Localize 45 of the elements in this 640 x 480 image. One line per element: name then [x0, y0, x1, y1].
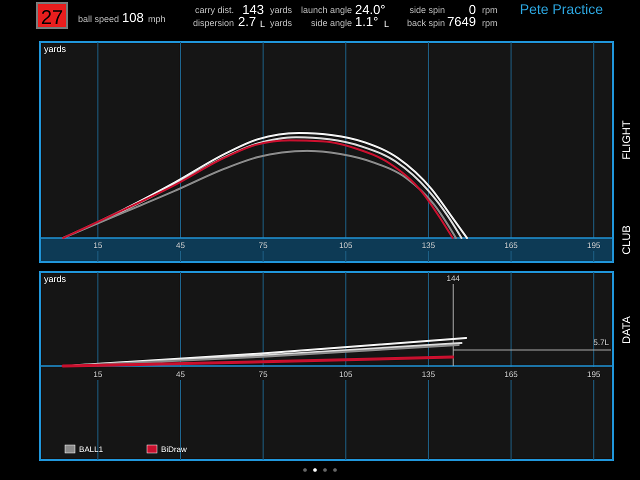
x-tick-label: 75	[258, 241, 268, 250]
text: launch angle	[300, 5, 352, 15]
x-tick-label: 45	[176, 370, 186, 379]
text: 108	[122, 10, 144, 25]
text: 0	[468, 2, 476, 17]
y-axis-title: yards	[44, 44, 67, 54]
y-axis-title: yards	[44, 274, 67, 284]
text: dispersion	[192, 18, 234, 28]
x-tick-label: 15	[93, 370, 103, 379]
text: 2.7	[238, 14, 256, 29]
x-tick-label: 135	[422, 370, 436, 379]
text: CLUB	[621, 225, 633, 255]
x-tick-label: 135	[422, 241, 436, 250]
text: back spin	[406, 18, 445, 28]
legend-label: BALL1	[79, 445, 104, 454]
text: carry dist.	[194, 5, 234, 15]
text: yards	[270, 5, 293, 15]
x-tick-label: 195	[587, 370, 601, 379]
text: 27	[40, 7, 64, 29]
text: mph	[148, 14, 166, 24]
ref-line-label: 144	[446, 274, 460, 283]
x-tick-label: 105	[339, 370, 353, 379]
text: FLIGHT	[621, 120, 633, 160]
text: 7649	[447, 14, 476, 29]
x-tick-label: 195	[587, 241, 601, 250]
x-tick-label: 105	[339, 241, 353, 250]
text: ball speed	[78, 14, 120, 24]
text: Pete Practice	[520, 1, 604, 17]
legend-label: BiDraw	[161, 445, 188, 454]
text: rpm	[482, 5, 498, 15]
x-tick-label: 45	[176, 241, 186, 250]
text: 143	[242, 2, 264, 17]
text: rpm	[482, 18, 498, 28]
x-tick-label: 15	[93, 241, 103, 250]
text: yards	[270, 18, 293, 28]
text: L	[260, 19, 266, 29]
text: 1.1°	[355, 14, 378, 29]
x-tick-label: 165	[504, 241, 518, 250]
x-tick-label: 165	[504, 370, 518, 379]
text: 24.0°	[355, 2, 386, 17]
text: DATA	[621, 315, 633, 344]
text: side spin	[409, 5, 445, 15]
text: side angle	[310, 18, 352, 28]
x-tick-label: 75	[258, 370, 268, 379]
text: L	[384, 19, 390, 29]
